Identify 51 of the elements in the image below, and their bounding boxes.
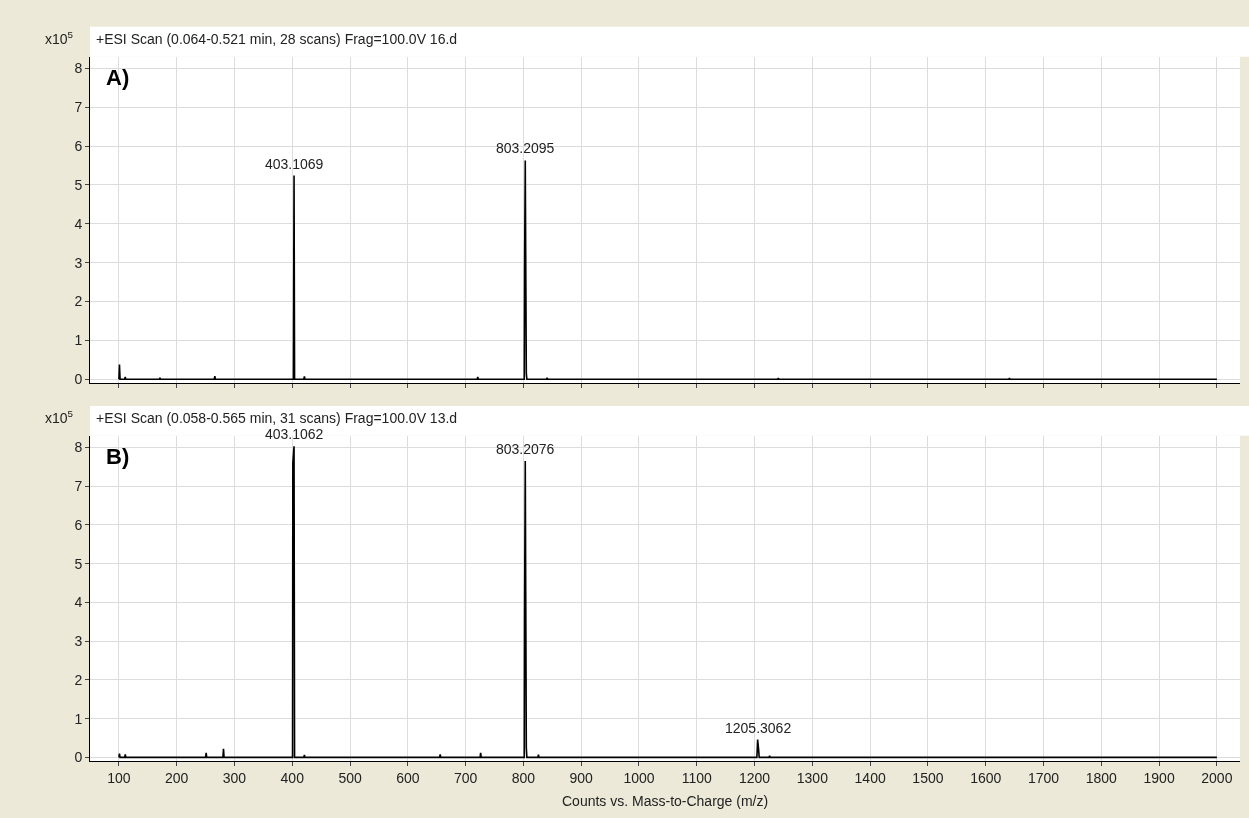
x-tick-label: 1600 bbox=[970, 770, 1002, 787]
y-tick-label: 5 bbox=[74, 176, 83, 193]
x-tick-label: 700 bbox=[453, 770, 478, 787]
x-tick-label: 1500 bbox=[912, 770, 944, 787]
y-tick-label: 6 bbox=[74, 516, 83, 533]
y-tick-label: 1 bbox=[74, 332, 83, 349]
x-tick-label: 1400 bbox=[854, 770, 886, 787]
y-tick-label: 6 bbox=[74, 137, 83, 154]
y-tick-label: 3 bbox=[74, 633, 83, 650]
y-tick-label: 8 bbox=[74, 439, 83, 456]
annotation: 1205.3062 bbox=[725, 720, 792, 736]
x-axis-title: Counts vs. Mass-to-Charge (m/z) bbox=[562, 793, 769, 809]
y-tick-label: 4 bbox=[74, 215, 83, 232]
x-tick-label: 500 bbox=[338, 770, 362, 787]
y-tick-label: 1 bbox=[74, 710, 83, 727]
annotation: 403.1069 bbox=[265, 156, 324, 172]
y-axis-title: x10$^{5}$ bbox=[45, 408, 74, 426]
y-axis-title: x10$^{5}$ bbox=[45, 29, 74, 47]
x-tick-label: 200 bbox=[165, 770, 189, 787]
annotation: 803.2095 bbox=[496, 140, 555, 156]
annotation: B) bbox=[106, 444, 130, 469]
annotation: 403.1062 bbox=[265, 426, 324, 442]
x-tick-label: 400 bbox=[280, 770, 305, 787]
x-tick-label: 100 bbox=[107, 770, 131, 787]
y-tick-label: 0 bbox=[74, 371, 83, 388]
x-tick-label: 300 bbox=[222, 770, 247, 787]
x-tick-label: 1100 bbox=[681, 770, 713, 787]
y-tick-label: 2 bbox=[74, 293, 83, 310]
y-tick-label: 2 bbox=[74, 671, 83, 688]
y-tick-label: 3 bbox=[74, 254, 83, 271]
x-tick-label: 1900 bbox=[1143, 770, 1175, 787]
y-tick-label: 7 bbox=[74, 99, 83, 116]
x-tick-label: 1700 bbox=[1027, 770, 1060, 787]
annotation: 803.2076 bbox=[496, 441, 555, 457]
x-tick-label: 600 bbox=[396, 770, 420, 787]
x-tick-label: 900 bbox=[569, 770, 594, 787]
x-tick-label: 2000 bbox=[1201, 770, 1233, 787]
annotation: A) bbox=[106, 65, 130, 90]
y-tick-label: 0 bbox=[74, 749, 83, 766]
x-tick-label: 800 bbox=[511, 770, 536, 787]
y-tick-label: 8 bbox=[74, 60, 83, 77]
chart-title: +ESI Scan (0.064-0.521 min, 28 scans) Frag=100.0V 16.d bbox=[96, 31, 458, 47]
chart-title: +ESI Scan (0.058-0.565 min, 31 scans) Frag=100.0V 13.d bbox=[96, 410, 458, 426]
x-tick-label: 1200 bbox=[738, 770, 771, 787]
x-tick-label: 1800 bbox=[1085, 770, 1118, 787]
y-tick-label: 4 bbox=[74, 594, 83, 611]
y-tick-label: 7 bbox=[74, 478, 83, 495]
y-tick-label: 5 bbox=[74, 555, 83, 572]
x-tick-label: 1000 bbox=[623, 770, 655, 787]
x-tick-label: 1300 bbox=[796, 770, 829, 787]
line-series bbox=[118, 159, 1218, 381]
